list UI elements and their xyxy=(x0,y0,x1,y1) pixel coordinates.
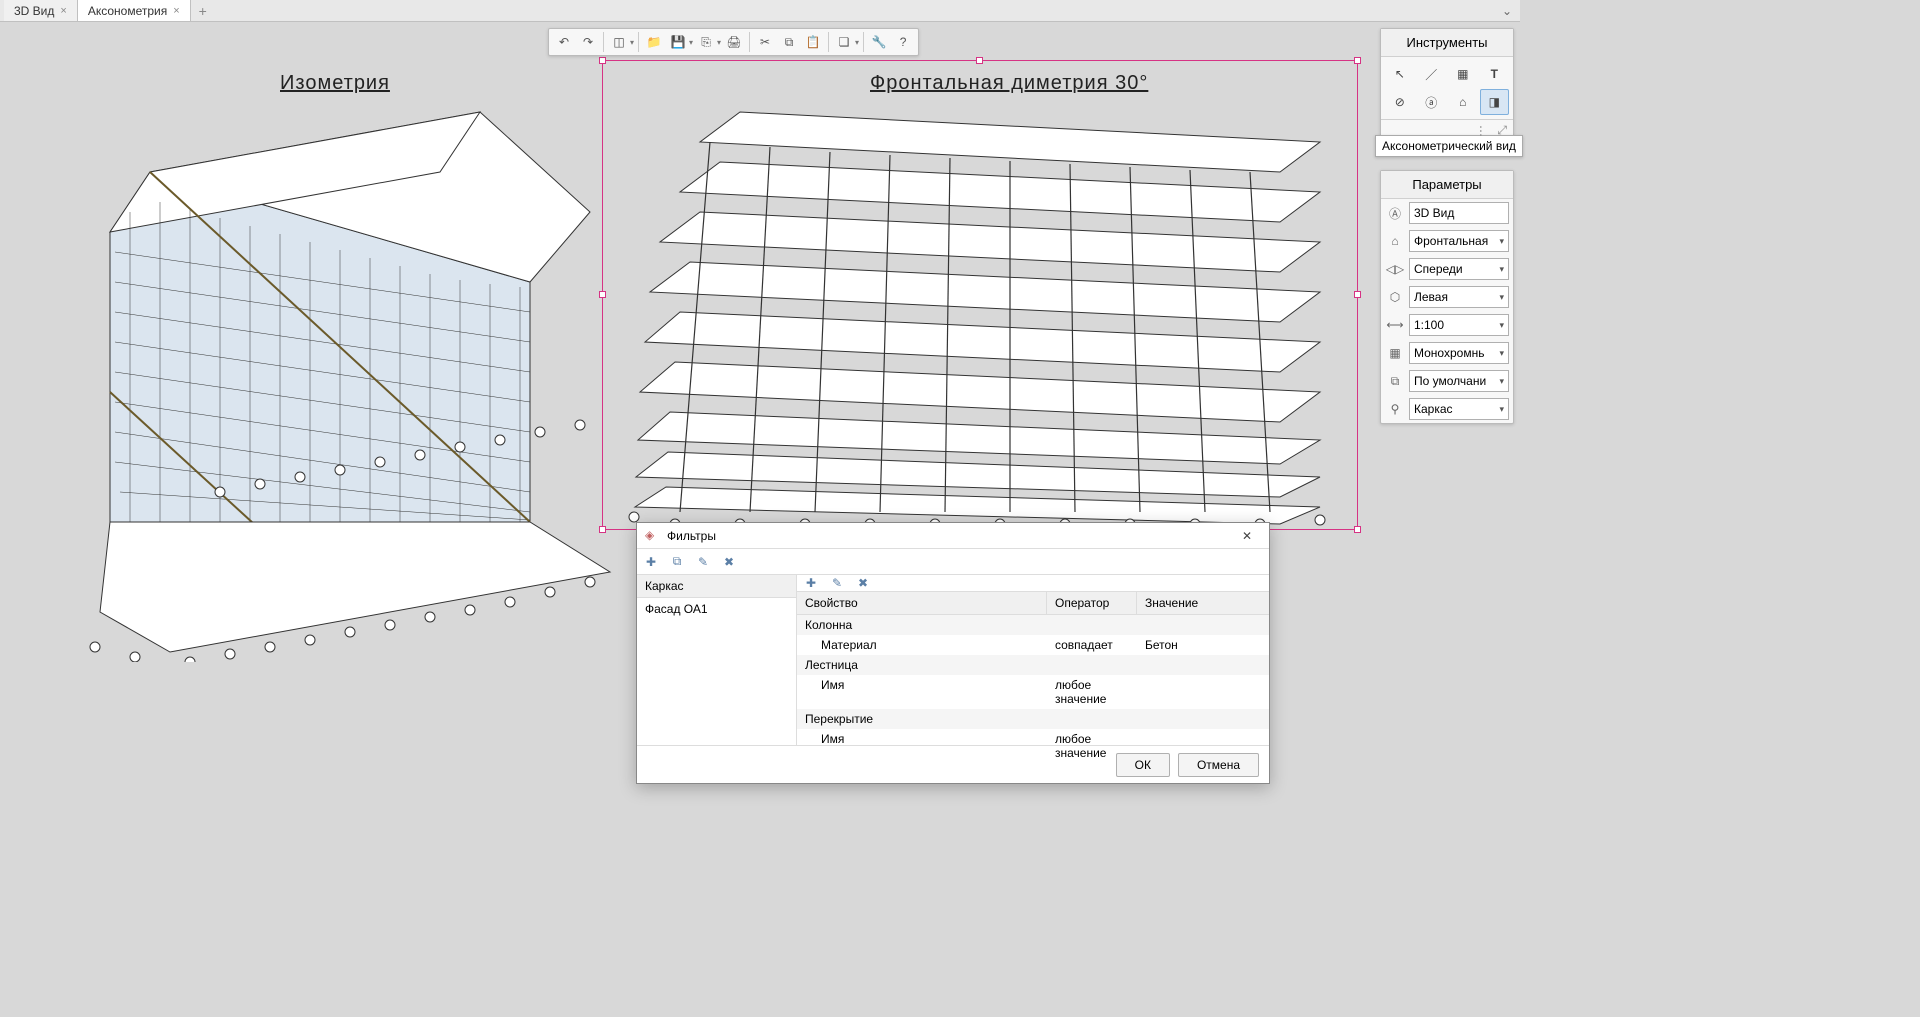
copy-filter-button[interactable]: ⧉ xyxy=(669,554,685,570)
tab-label: Аксонометрия xyxy=(88,4,167,18)
cancel-button[interactable]: Отмена xyxy=(1178,753,1259,777)
parameters-panel-title: Параметры xyxy=(1381,171,1513,199)
close-button[interactable]: ✕ xyxy=(1233,525,1261,547)
tabs-overflow-button[interactable]: ⌄ xyxy=(1494,0,1520,21)
isometric-view xyxy=(50,92,620,662)
add-filter-button[interactable]: ✚ xyxy=(643,554,659,570)
ok-button[interactable]: ОК xyxy=(1116,753,1170,777)
filter-properties: ✚ ✎ ✖ Свойство Оператор Значение Колонна… xyxy=(797,575,1269,745)
component-tool[interactable]: ⌂ xyxy=(1448,89,1478,115)
tab-label: 3D Вид xyxy=(14,4,54,18)
redo-button[interactable]: ↷ xyxy=(577,31,599,53)
tab-bar: 3D Вид × Аксонометрия × + ⌄ xyxy=(0,0,1520,22)
tools-panel-title: Инструменты xyxy=(1381,29,1513,57)
color-select[interactable]: Монохромнь xyxy=(1409,342,1509,364)
add-rule-button[interactable]: ✚ xyxy=(803,575,819,591)
dialog-toolbar: ✚ ⧉ ✎ ✖ xyxy=(637,549,1269,575)
view-name-input[interactable]: 3D Вид xyxy=(1409,202,1509,224)
filter-list-header: Каркас xyxy=(637,575,796,598)
settings-button[interactable]: 🔧 xyxy=(868,31,890,53)
tools-panel: Инструменты ↖ ／ ▦ T ⊘ ⓐ ⌂ ◨ Аксонометрич… xyxy=(1380,28,1514,142)
rule-row[interactable]: Имялюбое значение xyxy=(797,675,1269,709)
display-icon: ⚲ xyxy=(1385,399,1405,419)
orientation-icon: ⬡ xyxy=(1385,287,1405,307)
export-button[interactable]: ⎘ xyxy=(695,31,717,53)
annotation-tool[interactable]: ⓐ xyxy=(1417,89,1447,115)
display-select[interactable]: Каркас xyxy=(1409,398,1509,420)
edit-rule-button[interactable]: ✎ xyxy=(829,575,845,591)
copy-button[interactable]: ⧉ xyxy=(778,31,800,53)
delete-rule-button[interactable]: ✖ xyxy=(855,575,871,591)
scale-icon: ⟷ xyxy=(1385,315,1405,335)
delete-filter-button[interactable]: ✖ xyxy=(721,554,737,570)
default-select[interactable]: По умолчани xyxy=(1409,370,1509,392)
scale-select[interactable]: 1:100 xyxy=(1409,314,1509,336)
save-button[interactable]: 💾 xyxy=(667,31,689,53)
default-icon: ⧉ xyxy=(1385,371,1405,391)
layers-button[interactable]: ❏ xyxy=(833,31,855,53)
rule-group[interactable]: Колонна xyxy=(797,615,1269,635)
print-button[interactable]: 🖨 xyxy=(723,31,745,53)
name-icon: Ⓐ xyxy=(1385,203,1405,223)
projection-icon: ⌂ xyxy=(1385,231,1405,251)
orientation-select[interactable]: Левая xyxy=(1409,286,1509,308)
edit-filter-button[interactable]: ✎ xyxy=(695,554,711,570)
parameters-panel: Параметры Ⓐ 3D Вид ⌂ Фронтальная ◁▷ Спер… xyxy=(1380,170,1514,424)
side-select[interactable]: Спереди xyxy=(1409,258,1509,280)
filters-dialog: ◈ Фильтры ✕ ✚ ⧉ ✎ ✖ Каркас Фасад ОА1 ✚ ✎… xyxy=(636,522,1270,784)
rule-group[interactable]: Лестница xyxy=(797,655,1269,675)
col-property: Свойство xyxy=(797,592,1047,614)
cut-button[interactable]: ✂ xyxy=(754,31,776,53)
color-icon: ▦ xyxy=(1385,343,1405,363)
col-operator: Оператор xyxy=(1047,592,1137,614)
main-toolbar: ↶ ↷ ◫▾ 📁 💾▾ ⎘▾ 🖨 ✂ ⧉ 📋 ❏▾ 🔧 ? xyxy=(548,28,919,56)
filter-list-item[interactable]: Фасад ОА1 xyxy=(637,598,796,620)
col-value: Значение xyxy=(1137,592,1269,614)
help-button[interactable]: ? xyxy=(892,31,914,53)
line-tool[interactable]: ／ xyxy=(1417,61,1447,87)
dialog-title: Фильтры xyxy=(667,529,716,543)
tab-3d-view[interactable]: 3D Вид × xyxy=(4,0,78,21)
undo-button[interactable]: ↶ xyxy=(553,31,575,53)
close-icon[interactable]: × xyxy=(173,5,179,17)
close-icon[interactable]: × xyxy=(60,5,66,17)
paste-button[interactable]: 📋 xyxy=(802,31,824,53)
side-icon: ◁▷ xyxy=(1385,259,1405,279)
cube-view-button[interactable]: ◫ xyxy=(608,31,630,53)
rule-row[interactable]: МатериалсовпадаетБетон xyxy=(797,635,1269,655)
filter-icon: ◈ xyxy=(645,528,661,544)
projection-select[interactable]: Фронтальная xyxy=(1409,230,1509,252)
panel-menu-icon[interactable]: ⋯ xyxy=(1474,125,1488,137)
filter-list: Каркас Фасад ОА1 xyxy=(637,575,797,745)
add-tab-button[interactable]: + xyxy=(191,0,215,21)
dialog-titlebar[interactable]: ◈ Фильтры ✕ xyxy=(637,523,1269,549)
rule-group[interactable]: Перекрытие xyxy=(797,709,1269,729)
axonometric-view-tool[interactable]: ◨ xyxy=(1480,89,1510,115)
text-tool[interactable]: T xyxy=(1480,61,1510,87)
dimension-tool[interactable]: ⊘ xyxy=(1385,89,1415,115)
open-button[interactable]: 📁 xyxy=(643,31,665,53)
select-tool[interactable]: ↖ xyxy=(1385,61,1415,87)
axonometric-tooltip: Аксонометрический вид xyxy=(1375,135,1523,157)
dimetry-view xyxy=(620,92,1340,532)
shape-tool[interactable]: ▦ xyxy=(1448,61,1478,87)
tab-axonometry[interactable]: Аксонометрия × xyxy=(78,0,191,21)
